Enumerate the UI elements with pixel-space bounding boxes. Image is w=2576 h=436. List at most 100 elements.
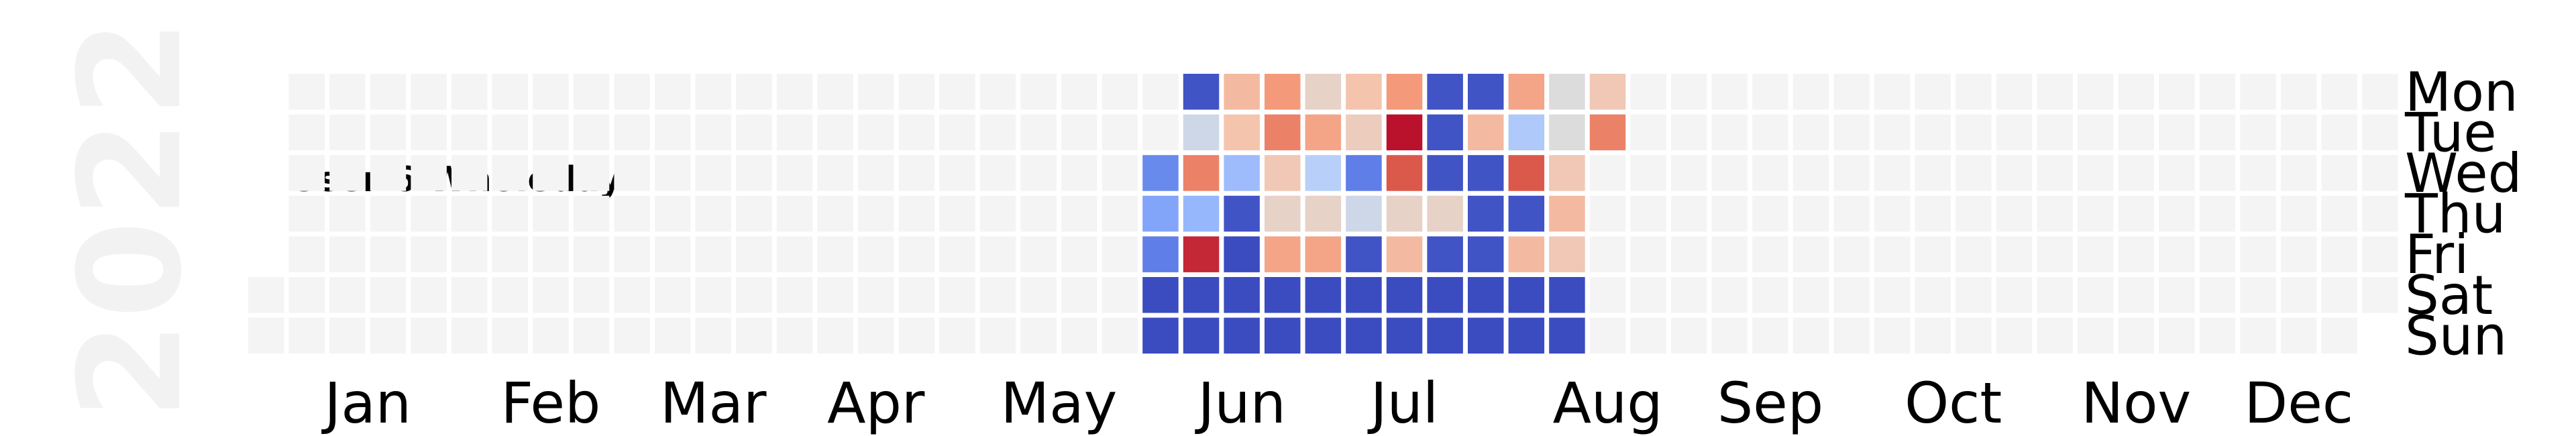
heatmap-cell-empty [1996,155,2033,191]
heatmap-cell-empty [451,317,488,354]
heatmap-cell-empty [1102,114,1138,151]
heatmap-cell-empty [288,317,325,354]
heatmap-cell-empty [2362,195,2398,232]
heatmap-cell-empty [2078,114,2114,151]
heatmap-cell [1508,317,1545,354]
heatmap-cell-empty [776,74,813,110]
heatmap-cell-empty [776,195,813,232]
heatmap-cell-empty [736,155,772,191]
heatmap-cell-empty [1671,195,1707,232]
heatmap-cell [1305,277,1342,313]
heatmap-cell-empty [1874,114,1911,151]
heatmap-cell-empty [2281,236,2317,272]
heatmap-cell-empty [573,114,610,151]
heatmap-cell-empty [1874,74,1911,110]
heatmap-cell-empty [817,114,853,151]
heatmap-cell-empty [1671,277,1707,313]
heatmap-cell-empty [1711,155,1748,191]
weekday-label-sun: Sun [2405,305,2507,367]
heatmap-cell-empty [1671,236,1707,272]
heatmap-cell-empty [411,74,447,110]
heatmap-cell-empty [1630,317,1666,354]
heatmap-cell [1549,195,1585,232]
heatmap-cell-empty [939,236,975,272]
heatmap-cell-empty [2118,195,2155,232]
heatmap-cell-empty [1792,195,1829,232]
heatmap-cell-empty [1915,277,1951,313]
heatmap-cell-empty [2240,277,2276,313]
heatmap-cell-empty [2159,155,2195,191]
heatmap-cell-empty [370,195,407,232]
heatmap-cell [1142,155,1179,191]
heatmap-cell-empty [2159,195,2195,232]
heatmap-cell-empty [1833,74,1870,110]
heatmap-cell-empty [858,74,894,110]
heatmap-cell-empty [858,317,894,354]
heatmap-cell-empty [248,277,284,313]
heatmap-cell-empty [1711,195,1748,232]
heatmap-cell-empty [1630,155,1666,191]
heatmap-cell-empty [533,195,569,232]
heatmap-cell-empty [1102,74,1138,110]
weekday-label-wed: Wed [2405,142,2522,205]
heatmap-cell-empty [979,155,1016,191]
heatmap-cell-empty [2118,236,2155,272]
heatmap-cell [1265,195,1301,232]
heatmap-cell-empty [329,195,366,232]
heatmap-cell [1386,195,1423,232]
heatmap-cell-empty [736,195,772,232]
heatmap-cell-empty [1915,155,1951,191]
heatmap-cell-empty [1752,277,1788,313]
heatmap-cell-empty [1589,155,1626,191]
heatmap-cell-empty [329,277,366,313]
heatmap-cell-empty [695,114,732,151]
heatmap-cell-empty [858,236,894,272]
month-label-jul: Jul [1367,370,1438,436]
heatmap-cell-empty [1833,195,1870,232]
heatmap-cell-empty [411,114,447,151]
heatmap-cell-empty [2362,155,2398,191]
heatmap-cell-empty [533,114,569,151]
heatmap-cell-empty [979,317,1016,354]
heatmap-cell-empty [2240,317,2276,354]
heatmap-cell [1183,277,1220,313]
month-label-feb: Feb [501,370,601,436]
heatmap-cell-empty [1020,236,1057,272]
heatmap-cell [1549,74,1585,110]
heatmap-cell-empty [655,195,691,232]
heatmap-cell-empty [451,236,488,272]
heatmap-cell-empty [2159,74,2195,110]
heatmap-cell [1468,236,1504,272]
heatmap-cell-empty [695,195,732,232]
heatmap-cell-empty [2321,74,2358,110]
heatmap-cell-empty [695,317,732,354]
heatmap-cell-empty [655,114,691,151]
heatmap-cell-empty [1955,155,1992,191]
heatmap-cell-empty [329,317,366,354]
heatmap-cell-empty [2321,155,2358,191]
heatmap-cell-empty [411,195,447,232]
heatmap-cell-empty [573,317,610,354]
heatmap-cell-empty [1020,74,1057,110]
heatmap-cell-empty [1630,195,1666,232]
heatmap-cell-empty [533,277,569,313]
heatmap-cell-empty [1630,236,1666,272]
heatmap-cell-empty [1955,195,1992,232]
heatmap-cell-empty [329,74,366,110]
heatmap-cell-empty [451,155,488,191]
heatmap-cell-empty [2281,155,2317,191]
heatmap-cell-empty [655,155,691,191]
heatmap-cell-empty [1874,195,1911,232]
heatmap-cell-empty [1752,236,1788,272]
heatmap-cell-empty [655,74,691,110]
heatmap-cell [1224,236,1260,272]
heatmap-cell-empty [979,195,1016,232]
heatmap-cell-empty [776,236,813,272]
heatmap-cell-empty [451,74,488,110]
heatmap-cell [1305,155,1342,191]
heatmap-cell-empty [1874,317,1911,354]
heatmap-cell-empty [695,236,732,272]
heatmap-cell [1183,317,1220,354]
heatmap-cell-empty [614,317,650,354]
